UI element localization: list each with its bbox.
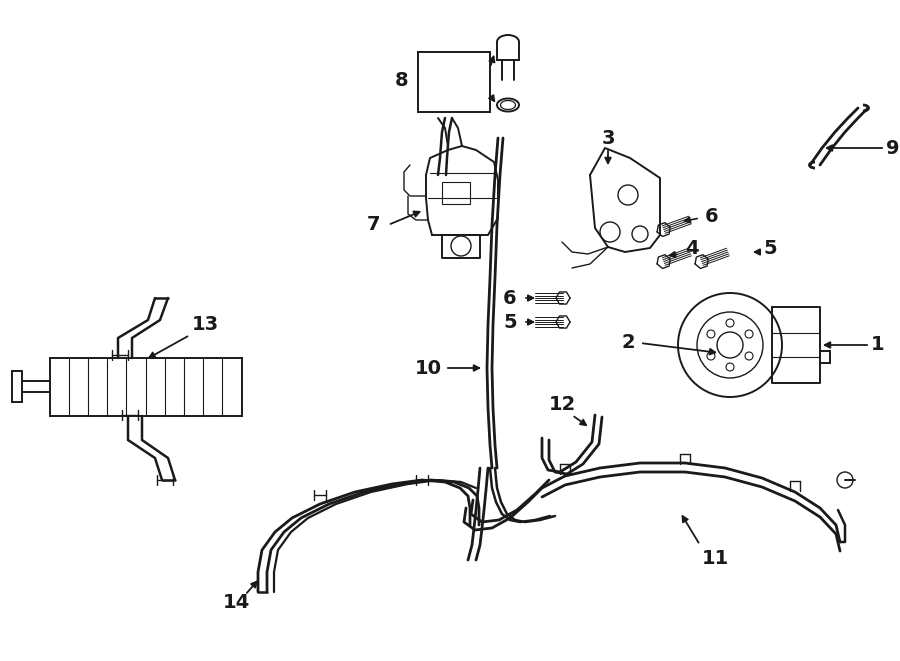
Text: 7: 7 xyxy=(367,215,381,235)
Text: 5: 5 xyxy=(503,313,517,332)
Text: 5: 5 xyxy=(763,239,777,258)
Text: 6: 6 xyxy=(706,208,719,227)
Text: 1: 1 xyxy=(871,336,885,354)
Bar xyxy=(442,182,470,204)
Text: 10: 10 xyxy=(415,358,442,377)
Bar xyxy=(50,358,242,416)
Text: 6: 6 xyxy=(503,288,517,307)
Text: 11: 11 xyxy=(701,549,729,568)
Text: 4: 4 xyxy=(685,239,698,258)
Bar xyxy=(418,52,490,112)
Text: 9: 9 xyxy=(886,139,900,157)
Text: 13: 13 xyxy=(192,315,219,334)
Text: 2: 2 xyxy=(621,334,634,352)
Text: 3: 3 xyxy=(601,128,615,147)
Text: 12: 12 xyxy=(548,395,576,414)
Text: 14: 14 xyxy=(222,592,249,611)
Text: 8: 8 xyxy=(395,71,409,89)
